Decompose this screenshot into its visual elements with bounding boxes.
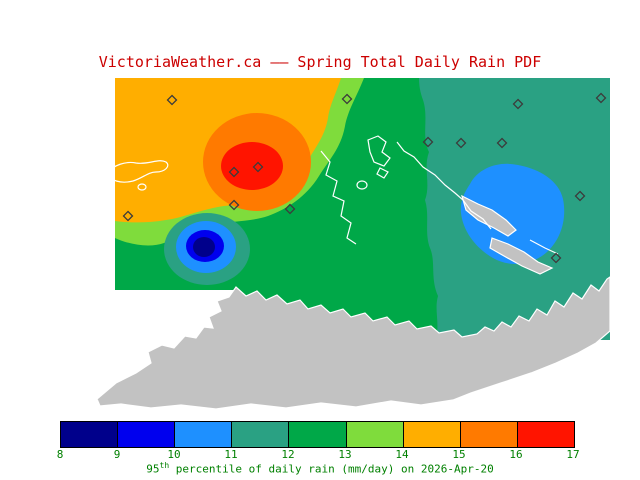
- coastline-island-north-2: [376, 167, 389, 179]
- colorbar-tick-labels: 8 9 10 11 12 13 14 15 16 17: [56, 448, 580, 461]
- caption-text: percentile of daily rain (mm/day) on 202…: [169, 462, 494, 476]
- colorbar-segment: [403, 422, 461, 447]
- station-marker: [574, 190, 586, 202]
- colorbar-segment: [232, 422, 290, 447]
- colorbar-tick-label: 12: [281, 448, 295, 461]
- land-mass-olympic-peninsula: [96, 275, 611, 410]
- station-marker: [422, 136, 434, 148]
- land-island-sliver-2: [489, 237, 554, 275]
- colorbar-tick-label: 8: [56, 448, 64, 461]
- colorbar-tick-label: 17: [566, 448, 580, 461]
- station-marker: [228, 166, 240, 178]
- coastline-island-north-1: [367, 135, 391, 167]
- station-marker: [455, 137, 467, 149]
- colorbar-segment: [346, 422, 404, 447]
- colorbar-tick-label: 9: [113, 448, 121, 461]
- land-island-sliver-1: [461, 194, 517, 237]
- colorbar-tick-label: 16: [509, 448, 523, 461]
- coastline-channel-east: [529, 239, 559, 255]
- colorbar-segment: [289, 422, 347, 447]
- colorbar: [60, 421, 575, 448]
- coastline-shoreline-east: [396, 141, 492, 230]
- contour-region-8-9-minimum: [193, 237, 215, 257]
- coastline-inlet-west: [107, 160, 169, 183]
- chart-title: VictoriaWeather.ca —— Spring Total Daily…: [98, 53, 542, 71]
- coastline-islet-centre: [356, 180, 368, 190]
- colorbar-segment: [61, 422, 119, 447]
- coastline-harbour-centre: [320, 150, 357, 245]
- colorbar-tick-label: 15: [452, 448, 466, 461]
- station-marker: [550, 252, 562, 264]
- station-marker: [341, 93, 353, 105]
- station-marker: [228, 199, 240, 211]
- station-marker: [284, 203, 296, 215]
- colorbar-segment: [175, 422, 233, 447]
- colorbar-caption: 95th percentile of daily rain (mm/day) o…: [0, 461, 640, 476]
- contour-region-16-17: [221, 142, 283, 190]
- colorbar-tick-label: 11: [224, 448, 238, 461]
- colorbar-segment: [517, 422, 574, 447]
- station-marker: [496, 137, 508, 149]
- colorbar-tick-label: 13: [338, 448, 352, 461]
- contour-region-10-11-east: [460, 163, 565, 264]
- station-marker: [595, 92, 607, 104]
- station-marker: [122, 210, 134, 222]
- caption-superscript: th: [159, 461, 170, 470]
- station-markers-layer: [122, 92, 607, 264]
- caption-number: 95: [146, 462, 160, 476]
- colorbar-segment: [118, 422, 176, 447]
- coastline-islet-west: [137, 183, 147, 191]
- coastline-layer: [96, 135, 611, 410]
- colorbar-tick-label: 14: [395, 448, 409, 461]
- station-marker: [252, 161, 264, 173]
- contour-field: [115, 78, 610, 340]
- station-marker: [166, 94, 178, 106]
- colorbar-segment: [460, 422, 518, 447]
- colorbar-tick-label: 10: [167, 448, 181, 461]
- station-marker: [512, 98, 524, 110]
